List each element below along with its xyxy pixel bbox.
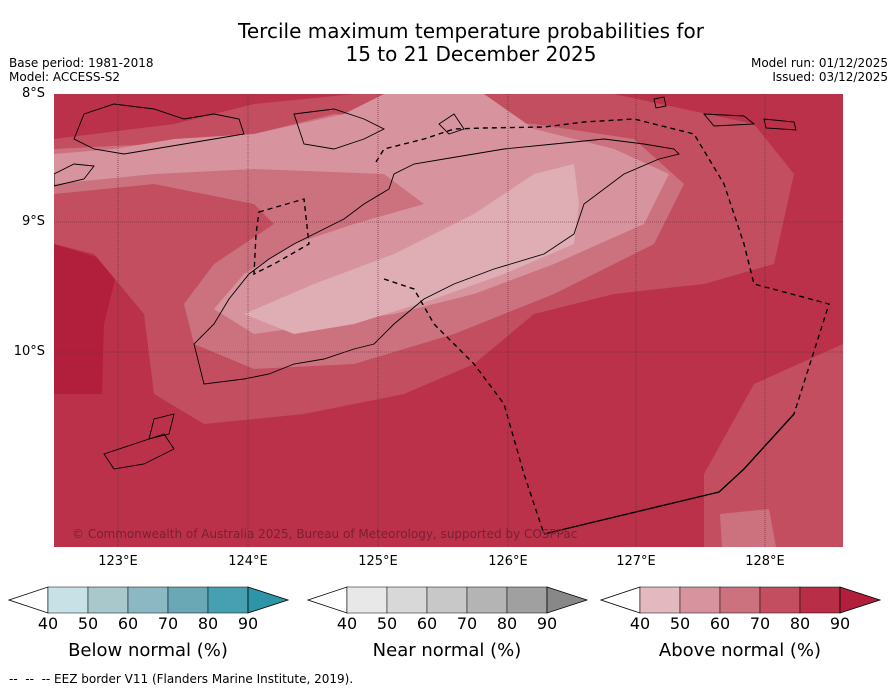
colorbar-above-segment bbox=[639, 586, 681, 614]
colorbar-near-segment bbox=[466, 586, 508, 614]
tick-label: 60 bbox=[117, 614, 139, 633]
colorbar-above bbox=[600, 586, 882, 614]
colorbar-below-segment bbox=[247, 586, 290, 614]
colorbar-near-segment bbox=[346, 586, 388, 614]
colorbar-below-segment bbox=[167, 586, 209, 614]
maritime-boundary bbox=[543, 413, 795, 535]
tick-label: 70 bbox=[157, 614, 179, 633]
meta-left: Base period: 1981-2018 Model: ACCESS-S2 bbox=[9, 56, 154, 84]
model-name: Model: ACCESS-S2 bbox=[9, 70, 121, 84]
eez-legend-note: -- -- -- EEZ border V11 (Flanders Marine… bbox=[9, 672, 354, 686]
colorbar-above-segment bbox=[600, 586, 641, 614]
colorbar-below bbox=[8, 586, 290, 614]
tick-label: 40 bbox=[37, 614, 59, 633]
title-line-1: Tercile maximum temperature probabilitie… bbox=[238, 19, 704, 43]
tick-label: 40 bbox=[629, 614, 651, 633]
zone-above-90-west bbox=[54, 244, 119, 394]
copyright-note: © Commonwealth of Australia 2025, Bureau… bbox=[72, 527, 577, 541]
tick-label: 70 bbox=[749, 614, 771, 633]
lat-label-9s: 9°S bbox=[21, 214, 45, 229]
probability-map: © Commonwealth of Australia 2025, Bureau… bbox=[54, 94, 843, 547]
colorbar-below-segment bbox=[8, 586, 49, 614]
lon-label-126e: 126°E bbox=[488, 554, 528, 569]
colorbar-above-segment bbox=[679, 586, 721, 614]
zone-above-50 bbox=[54, 94, 669, 334]
map-title: Tercile maximum temperature probabilitie… bbox=[0, 20, 896, 66]
eez-border bbox=[253, 118, 830, 535]
colorbar-above-segment bbox=[759, 586, 801, 614]
lon-label-128e: 128°E bbox=[745, 554, 785, 569]
title-line-2: 15 to 21 December 2025 bbox=[345, 42, 597, 66]
coastline bbox=[54, 96, 797, 470]
lon-label-123e: 123°E bbox=[98, 554, 138, 569]
colorbar-near-segment bbox=[386, 586, 428, 614]
zone-above-60-south bbox=[720, 509, 776, 547]
colorbar-above-segment bbox=[839, 586, 882, 614]
tick-label: 60 bbox=[709, 614, 731, 633]
graticule bbox=[54, 94, 843, 547]
colorbar-below-segment bbox=[47, 586, 89, 614]
tick-label: 50 bbox=[669, 614, 691, 633]
tick-label: 70 bbox=[456, 614, 478, 633]
colorbar-near bbox=[307, 586, 589, 614]
colorbar-above-segment bbox=[799, 586, 841, 614]
colorbar-above-label: Above normal (%) bbox=[658, 640, 822, 661]
lon-label-124e: 124°E bbox=[228, 554, 268, 569]
issued-date: Issued: 03/12/2025 bbox=[772, 70, 888, 84]
tick-label: 90 bbox=[829, 614, 851, 633]
lon-label-125e: 125°E bbox=[358, 554, 398, 569]
colorbar-above-segment bbox=[719, 586, 761, 614]
meta-right: Model run: 01/12/2025 Issued: 03/12/2025 bbox=[751, 56, 888, 84]
tick-label: 60 bbox=[416, 614, 438, 633]
tick-label: 40 bbox=[336, 614, 358, 633]
colorbar-near-label: Near normal (%) bbox=[372, 640, 522, 661]
lat-label-10s: 10°S bbox=[13, 344, 45, 359]
colorbar-below-segment bbox=[127, 586, 169, 614]
tick-label: 90 bbox=[237, 614, 259, 633]
tick-label: 50 bbox=[77, 614, 99, 633]
colorbar-below-segment bbox=[87, 586, 129, 614]
zone-above-40 bbox=[244, 164, 579, 334]
colorbar-below-label: Below normal (%) bbox=[68, 640, 228, 661]
tick-label: 80 bbox=[197, 614, 219, 633]
colorbar-near-segment bbox=[307, 586, 348, 614]
colorbar-below-segment bbox=[207, 586, 249, 614]
tick-label: 90 bbox=[536, 614, 558, 633]
base-period: Base period: 1981-2018 bbox=[9, 56, 154, 70]
colorbar-near-segment bbox=[546, 586, 589, 614]
tick-label: 80 bbox=[496, 614, 518, 633]
tick-label: 50 bbox=[376, 614, 398, 633]
lat-label-8s: 8°S bbox=[21, 86, 45, 101]
model-run: Model run: 01/12/2025 bbox=[750, 56, 888, 70]
lon-label-127e: 127°E bbox=[616, 554, 656, 569]
zone-above-70-southeast bbox=[704, 344, 843, 547]
colorbar-near-segment bbox=[426, 586, 468, 614]
colorbar-near-segment bbox=[506, 586, 548, 614]
tick-label: 80 bbox=[789, 614, 811, 633]
